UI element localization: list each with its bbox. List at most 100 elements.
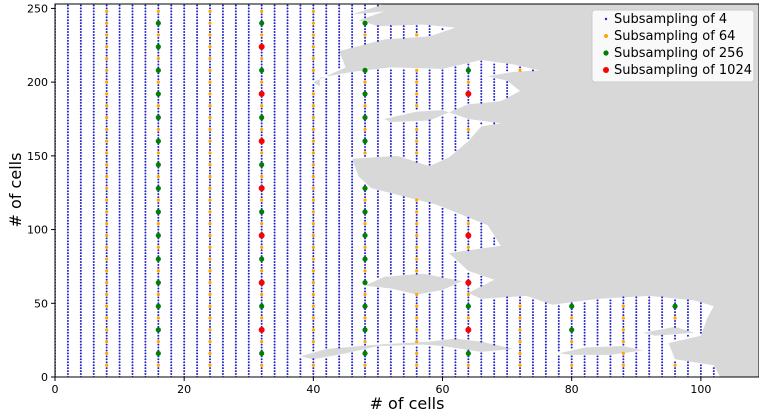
point-subsampling-64: [208, 21, 212, 25]
point-subsampling-4: [131, 258, 134, 261]
point-subsampling-4: [273, 249, 276, 252]
point-subsampling-4: [299, 25, 302, 28]
point-subsampling-64: [260, 56, 264, 61]
point-subsampling-4: [325, 343, 328, 346]
point-subsampling-4: [376, 305, 379, 308]
point-subsampling-4: [157, 4, 160, 7]
point-subsampling-64: [208, 269, 212, 273]
point-subsampling-4: [79, 131, 82, 134]
point-subsampling-4: [196, 207, 199, 210]
point-subsampling-4: [118, 160, 121, 163]
point-subsampling-4: [209, 334, 212, 337]
point-subsampling-4: [325, 237, 328, 240]
point-subsampling-4: [480, 63, 483, 66]
point-subsampling-4: [170, 7, 173, 10]
point-subsampling-4: [415, 216, 418, 219]
point-subsampling-4: [131, 87, 134, 90]
point-subsampling-4: [66, 33, 69, 36]
point-subsampling-4: [454, 275, 457, 278]
point-subsampling-4: [299, 143, 302, 146]
point-subsampling-4: [364, 16, 367, 19]
point-subsampling-4: [209, 119, 212, 122]
point-subsampling-4: [286, 272, 289, 275]
point-subsampling-4: [105, 284, 108, 287]
point-subsampling-4: [260, 290, 263, 293]
point-subsampling-4: [247, 255, 250, 258]
point-subsampling-4: [286, 337, 289, 340]
point-subsampling-4: [144, 190, 147, 193]
point-subsampling-4: [273, 116, 276, 119]
point-subsampling-4: [234, 275, 237, 278]
point-subsampling-4: [131, 16, 134, 19]
point-subsampling-64: [311, 257, 315, 261]
point-subsampling-4: [144, 89, 147, 92]
point-subsampling-4: [364, 216, 367, 219]
point-subsampling-64: [156, 151, 160, 155]
point-subsampling-4: [79, 199, 82, 202]
point-subsampling-4: [351, 314, 354, 317]
point-subsampling-4: [338, 181, 341, 184]
point-subsampling-4: [312, 66, 315, 69]
point-subsampling-4: [454, 361, 457, 364]
point-subsampling-4: [105, 299, 108, 302]
point-subsampling-4: [105, 39, 108, 42]
point-subsampling-4: [131, 331, 134, 334]
point-subsampling-4: [170, 231, 173, 234]
point-subsampling-4: [338, 207, 341, 210]
point-subsampling-4: [428, 160, 431, 163]
point-subsampling-4: [144, 95, 147, 98]
point-subsampling-4: [286, 278, 289, 281]
point-subsampling-256: [465, 303, 471, 309]
point-subsampling-4: [312, 373, 315, 376]
point-subsampling-4: [351, 95, 354, 98]
point-subsampling-4: [247, 367, 250, 370]
point-subsampling-4: [196, 266, 199, 269]
point-subsampling-4: [428, 299, 431, 302]
point-subsampling-4: [286, 346, 289, 349]
point-subsampling-4: [389, 269, 392, 272]
point-subsampling-4: [196, 373, 199, 376]
point-subsampling-4: [519, 361, 522, 364]
point-subsampling-4: [661, 305, 664, 308]
point-subsampling-4: [286, 48, 289, 51]
point-subsampling-4: [428, 75, 431, 78]
point-subsampling-4: [209, 225, 212, 228]
point-subsampling-4: [92, 187, 95, 190]
point-subsampling-4: [376, 290, 379, 293]
point-subsampling-4: [402, 216, 405, 219]
point-subsampling-4: [196, 299, 199, 302]
point-subsampling-4: [196, 69, 199, 72]
point-subsampling-4: [351, 370, 354, 373]
point-subsampling-4: [441, 319, 444, 322]
point-subsampling-64: [518, 351, 522, 356]
point-subsampling-4: [118, 140, 121, 143]
point-subsampling-4: [273, 296, 276, 299]
point-subsampling-4: [183, 101, 186, 104]
point-subsampling-4: [118, 210, 121, 213]
point-subsampling-4: [454, 272, 457, 275]
point-subsampling-4: [273, 19, 276, 22]
point-subsampling-4: [234, 75, 237, 78]
point-subsampling-4: [105, 143, 108, 146]
point-subsampling-4: [506, 334, 509, 337]
point-subsampling-4: [312, 122, 315, 125]
point-subsampling-4: [118, 122, 121, 125]
point-subsampling-4: [170, 317, 173, 320]
point-subsampling-4: [105, 308, 108, 311]
point-subsampling-4: [157, 367, 160, 370]
point-subsampling-4: [506, 343, 509, 346]
point-subsampling-4: [454, 116, 457, 119]
point-subsampling-4: [299, 36, 302, 39]
point-subsampling-4: [299, 107, 302, 110]
point-subsampling-4: [66, 7, 69, 10]
point-subsampling-4: [247, 261, 250, 264]
point-subsampling-4: [674, 370, 677, 373]
point-subsampling-4: [376, 81, 379, 84]
point-subsampling-4: [79, 160, 82, 163]
point-subsampling-4: [519, 299, 522, 302]
point-subsampling-4: [480, 328, 483, 331]
point-subsampling-4: [351, 163, 354, 166]
point-subsampling-64: [518, 340, 522, 344]
point-subsampling-4: [415, 361, 418, 364]
point-subsampling-4: [557, 361, 560, 364]
